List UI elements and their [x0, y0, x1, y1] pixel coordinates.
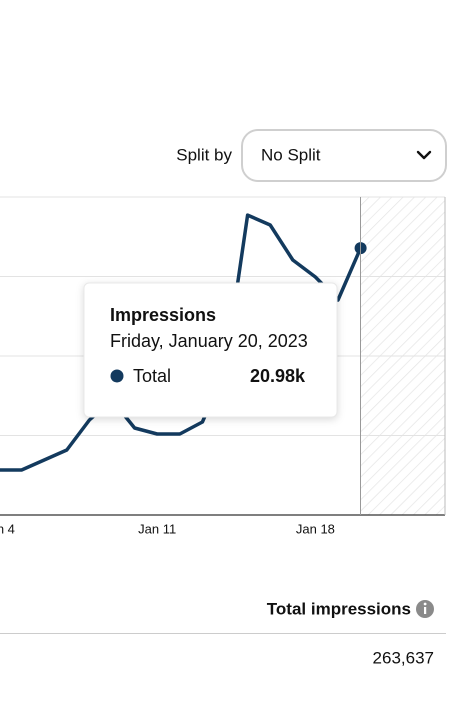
- x-tick-label: Jan 11: [138, 521, 176, 536]
- dropdown-value[interactable]: No Split: [261, 145, 321, 164]
- split-by-label: Split by: [176, 145, 232, 164]
- x-tick-label: Jan 18: [296, 521, 335, 536]
- info-dot[interactable]: [423, 602, 427, 606]
- chevron-icon[interactable]: [416, 150, 432, 160]
- summary-value: 263,637: [373, 648, 434, 667]
- series-line: [0, 213, 363, 472]
- tooltip-legend-dot: [110, 369, 124, 383]
- summary-title: Total impressions: [267, 599, 411, 618]
- tooltip-series-name: Total: [133, 366, 171, 386]
- tooltip: Impressions Friday, January 20, 2023 Tot…: [83, 282, 338, 418]
- tooltip-date: Friday, January 20, 2023: [110, 331, 308, 351]
- split-dropdown[interactable]: No Split: [241, 129, 447, 182]
- plot: Jan 4 Jan 11 Jan 18: [0, 196, 445, 536]
- tooltip-value: 20.98k: [250, 366, 306, 386]
- tooltip-box: [83, 282, 338, 418]
- info-stem[interactable]: [424, 607, 427, 614]
- tooltip-title: Impressions: [110, 305, 216, 325]
- x-tick-label: Jan 4: [0, 521, 15, 536]
- dropdown-box[interactable]: [241, 129, 447, 182]
- info-icon[interactable]: [416, 600, 434, 618]
